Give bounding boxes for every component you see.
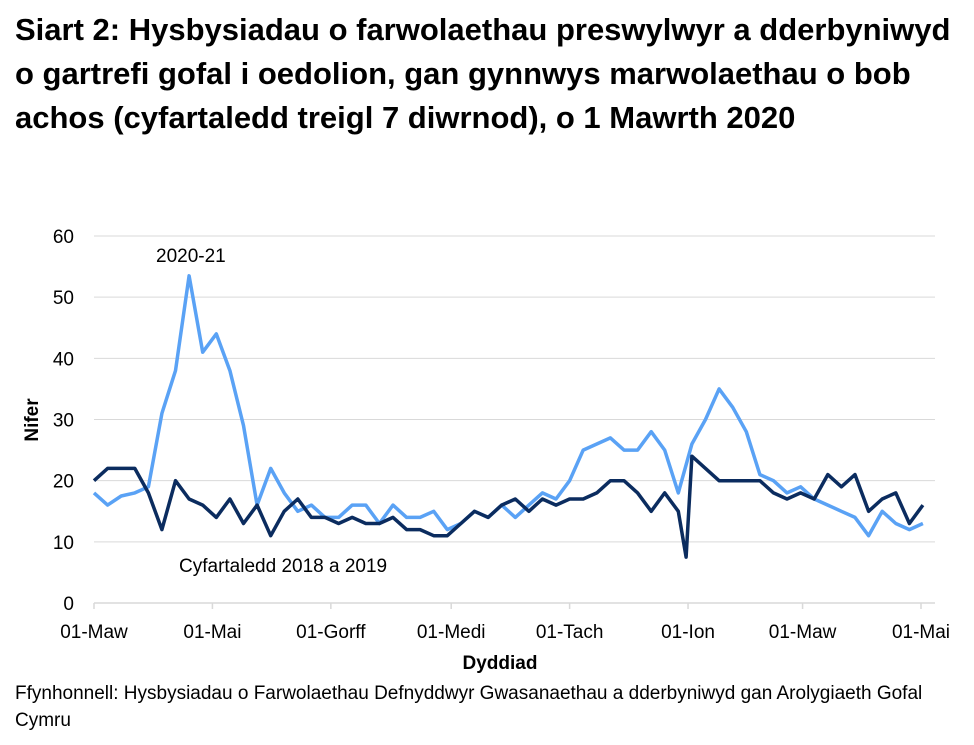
x-tick-label: 01-Maw — [60, 622, 128, 643]
gridlines — [94, 235, 935, 543]
x-tick-label: 01-Maw — [769, 622, 837, 643]
chart-title: Siart 2: Hysbysiadau o farwolaethau pres… — [15, 12, 951, 135]
y-tick-label: 40 — [53, 349, 74, 370]
x-axis: 01-Maw 01-Mai 01-Gorff 01-Medi 01-Tach 01-Ion… — [60, 602, 950, 643]
y-axis-label: Nifer — [22, 398, 43, 442]
series-line-2020-21 — [92, 274, 924, 538]
y-tick-label: 0 — [63, 594, 74, 615]
y-tick-label: 30 — [53, 411, 74, 432]
x-tick-label: 01-Ion — [661, 622, 715, 643]
y-tick-label: 20 — [53, 472, 74, 493]
series-line-average-2018-2019 — [92, 454, 925, 559]
x-axis-label: Dyddiad — [463, 653, 538, 674]
series-lines — [92, 274, 925, 559]
y-tick-label: 60 — [53, 227, 74, 248]
annotation-2020-21: 2020-21 — [156, 246, 226, 267]
source-note: Ffynhonnell: Hysbysiadau o Farwolaethau … — [15, 683, 923, 731]
x-tick-label: 01-Mai — [892, 622, 950, 643]
y-axis: 0 10 20 30 40 50 60 — [53, 227, 74, 615]
x-tick-label: 01-Tach — [536, 622, 604, 643]
x-tick-label: 01-Medi — [417, 622, 486, 643]
x-tick-label: 01-Gorff — [296, 622, 366, 643]
y-tick-label: 50 — [53, 288, 74, 309]
x-tick-label: 01-Mai — [183, 622, 241, 643]
y-tick-label: 10 — [53, 533, 74, 554]
annotation-average-2018-2019: Cyfartaledd 2018 a 2019 — [179, 556, 387, 577]
